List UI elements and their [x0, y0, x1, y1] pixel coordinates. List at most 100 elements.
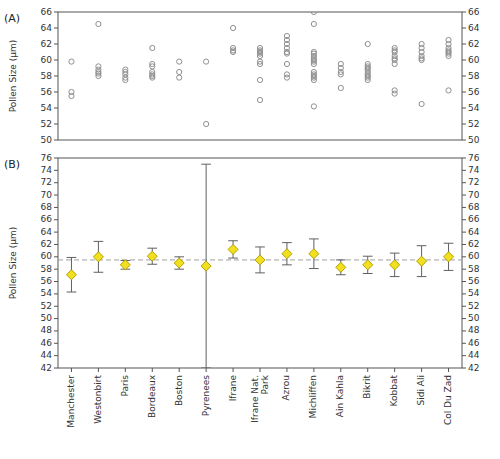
panel-label: (A) — [4, 12, 20, 25]
mean-marker — [363, 260, 373, 270]
mean-marker — [120, 260, 130, 270]
x-tick — [179, 368, 180, 372]
x-tick — [367, 368, 368, 372]
error-cap — [417, 276, 427, 277]
y-tick — [54, 44, 58, 45]
y2-tick-label: 54 — [468, 103, 480, 113]
y2-tick — [462, 195, 466, 196]
y-tick-label: 70 — [41, 190, 53, 200]
x-tick-label: Ain Kahla — [335, 375, 345, 417]
x-tick-label: Sidi Ali — [416, 375, 426, 405]
x-tick-label-line: Sidi Ali — [416, 375, 426, 405]
x-tick-label: Manchester — [66, 375, 76, 428]
y2-tick-label: 66 — [468, 7, 480, 17]
error-cap — [201, 368, 211, 369]
y-tick-label: 52 — [41, 301, 52, 311]
y2-tick — [462, 219, 466, 220]
y2-tick-label: 54 — [468, 288, 480, 298]
error-cap — [282, 264, 292, 265]
y-tick-label: 68 — [41, 202, 53, 212]
x-tick — [394, 368, 395, 372]
x-tick-label: Azrou — [281, 375, 291, 401]
y-tick-label: 60 — [41, 55, 53, 65]
error-cap — [147, 264, 157, 265]
y2-tick — [462, 269, 466, 270]
y-tick-label: 52 — [41, 119, 52, 129]
y2-tick — [462, 28, 466, 29]
error-cap — [336, 259, 346, 260]
dot — [177, 69, 182, 74]
y-tick-label: 60 — [41, 251, 53, 261]
y2-tick-label: 52 — [468, 119, 479, 129]
mean-marker — [174, 258, 184, 268]
dot — [311, 77, 316, 82]
dot — [392, 61, 397, 66]
x-tick-label-line: Col Du Zad — [443, 375, 453, 425]
dot — [338, 85, 343, 90]
x-tick — [206, 368, 207, 372]
y2-tick-label: 76 — [468, 153, 480, 163]
y2-tick — [462, 108, 466, 109]
dot — [446, 53, 451, 58]
x-tick-label-line: Pyrenees — [201, 375, 211, 417]
x-tick — [233, 368, 234, 372]
mean-marker — [390, 260, 400, 270]
y2-tick — [462, 330, 466, 331]
y-tick — [54, 92, 58, 93]
y2-tick-label: 52 — [468, 301, 479, 311]
y-tick — [54, 28, 58, 29]
dot — [284, 51, 289, 56]
error-cap — [336, 274, 346, 275]
y2-tick — [462, 170, 466, 171]
y2-tick-label: 58 — [468, 264, 480, 274]
y-tick-label: 50 — [41, 313, 53, 323]
y-tick-label: 56 — [41, 87, 53, 97]
x-tick-label: Westonbirt — [93, 375, 103, 424]
y-tick-label: 74 — [41, 165, 53, 175]
error-cap — [363, 273, 373, 274]
error-cap — [228, 258, 238, 259]
error-cap — [444, 270, 454, 271]
mean-marker — [444, 252, 454, 262]
mean-marker — [336, 262, 346, 272]
y2-tick — [462, 140, 466, 141]
x-tick-label: Kobbat — [389, 375, 399, 407]
error-cap — [201, 164, 211, 165]
x-tick — [448, 368, 449, 372]
x-tick-label-line: Kobbat — [389, 375, 399, 407]
y2-tick-label: 56 — [468, 276, 480, 286]
dot — [96, 73, 101, 78]
dot — [96, 21, 101, 26]
x-tick-label-line: Azrou — [281, 375, 291, 401]
y2-tick — [462, 124, 466, 125]
y-tick-label: 54 — [41, 103, 53, 113]
y2-tick — [462, 12, 466, 13]
dot — [257, 61, 262, 66]
plot-frame — [58, 12, 462, 140]
panel-label: (B) — [4, 158, 20, 171]
dot — [150, 45, 155, 50]
error-cap — [255, 246, 265, 247]
dot — [204, 59, 209, 64]
y2-tick — [462, 76, 466, 77]
y2-tick — [462, 355, 466, 356]
y-tick — [54, 60, 58, 61]
y2-tick-label: 62 — [468, 39, 479, 49]
mean-marker — [93, 252, 103, 262]
y2-tick — [462, 318, 466, 319]
dot — [311, 21, 316, 26]
y2-tick — [462, 158, 466, 159]
y2-tick — [462, 343, 466, 344]
y-axis-label: Pollen Size (µm) — [8, 40, 18, 113]
error-cap — [390, 253, 400, 254]
y2-tick-label: 60 — [468, 251, 480, 261]
error-cap — [444, 243, 454, 244]
dot — [230, 49, 235, 54]
x-tick-label-line: Bikrit — [362, 375, 372, 399]
panel: 505254565860626466505254565860626466Poll… — [4, 7, 480, 145]
dot — [257, 97, 262, 102]
mean-marker — [309, 249, 319, 259]
y-tick — [54, 330, 58, 331]
x-tick-label-line: Bordeaux — [147, 374, 157, 418]
y-tick-label: 58 — [41, 264, 53, 274]
